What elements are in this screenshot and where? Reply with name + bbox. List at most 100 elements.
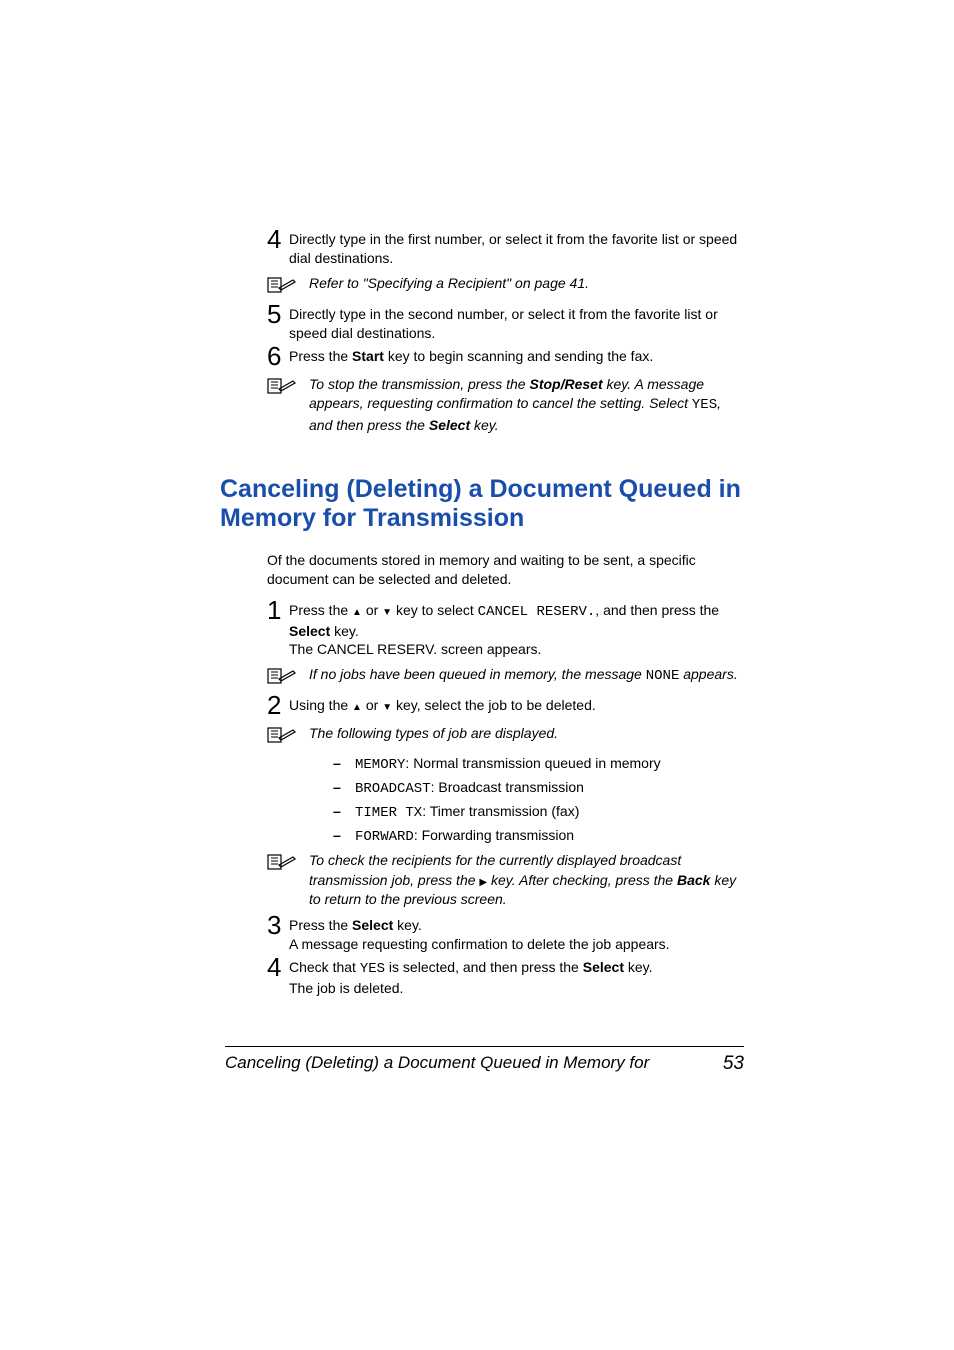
list-item: – BROADCAST: Broadcast transmission (333, 779, 744, 797)
code: YES (692, 397, 717, 413)
note-text: To stop the transmission, press the Stop… (309, 375, 744, 436)
key-name: Start (352, 348, 384, 364)
text: Press the (289, 602, 352, 618)
note-icon (267, 375, 309, 400)
text: The job is deleted. (289, 980, 403, 996)
step-3: 3 Press the Select key. A message reques… (267, 916, 744, 954)
step-text: Press the or key to select CANCEL RESERV… (289, 601, 744, 660)
key-name: Select (289, 623, 330, 639)
text: : Normal transmission queued in memory (405, 755, 660, 771)
step-number: 4 (267, 226, 289, 252)
code: NONE (646, 668, 680, 684)
text: If no jobs have been queued in memory, t… (309, 666, 646, 682)
top-steps: 4 Directly type in the first number, or … (267, 230, 744, 435)
page-number: 53 (723, 1053, 744, 1075)
text: Check that (289, 959, 360, 975)
code: YES (360, 961, 385, 977)
job-types-list: – MEMORY: Normal transmission queued in … (333, 755, 744, 845)
list-item: – TIMER TX: Timer transmission (fax) (333, 803, 744, 821)
text: : Forwarding transmission (414, 827, 574, 843)
note-text: The following types of job are displayed… (309, 724, 744, 744)
text: or (362, 602, 382, 618)
note-icon (267, 851, 309, 876)
step-text: Directly type in the first number, or se… (289, 230, 744, 268)
step-number: 4 (267, 954, 289, 980)
dash: – (333, 803, 355, 819)
right-arrow-icon (479, 872, 487, 888)
down-arrow-icon (382, 697, 392, 713)
code: MEMORY (355, 757, 405, 773)
text: key. (330, 623, 359, 639)
text: Press the (289, 917, 352, 933)
key-name: Select (583, 959, 624, 975)
code: CANCEL RESERV. (478, 604, 596, 620)
text: A message requesting confirmation to del… (289, 936, 670, 952)
step-2: 2 Using the or key, select the job to be… (267, 696, 744, 718)
step-number: 6 (267, 343, 289, 369)
note-text: To check the recipients for the currentl… (309, 851, 744, 910)
text: is selected, and then press the (385, 959, 583, 975)
code: TIMER TX (355, 805, 422, 821)
note-icon (267, 724, 309, 749)
note-job-types: The following types of job are displayed… (267, 724, 744, 749)
note-icon (267, 274, 309, 299)
text: Using the (289, 697, 352, 713)
step-text: Press the Start key to begin scanning an… (289, 347, 744, 366)
text: key. After checking, press the (487, 872, 677, 888)
item-text: BROADCAST: Broadcast transmission (355, 779, 584, 797)
text: key to begin scanning and sending the fa… (384, 348, 653, 364)
list-item: – MEMORY: Normal transmission queued in … (333, 755, 744, 773)
text: : Broadcast transmission (431, 779, 584, 795)
text: key. (393, 917, 422, 933)
text: key to select (392, 602, 478, 618)
step-1: 1 Press the or key to select CANCEL RESE… (267, 601, 744, 660)
note-refer: Refer to "Specifying a Recipient" on pag… (267, 274, 744, 299)
text: appears. (679, 666, 737, 682)
step-text: Press the Select key. A message requesti… (289, 916, 744, 954)
text: key. (470, 417, 499, 433)
step-text: Directly type in the second number, or s… (289, 305, 744, 343)
key-name: Select (352, 917, 393, 933)
text: The CANCEL RESERV. screen appears. (289, 641, 541, 657)
text: , and then press the (595, 602, 719, 618)
text: Press the (289, 348, 352, 364)
step-text: Using the or key, select the job to be d… (289, 696, 744, 715)
text: key, select the job to be deleted. (392, 697, 596, 713)
text: key. (624, 959, 653, 975)
step-4b: 4 Check that YES is selected, and then p… (267, 958, 744, 998)
text: : Timer transmission (fax) (422, 803, 579, 819)
step-5: 5 Directly type in the second number, or… (267, 305, 744, 343)
code: FORWARD (355, 829, 414, 845)
note-stop-transmission: To stop the transmission, press the Stop… (267, 375, 744, 436)
item-text: FORWARD: Forwarding transmission (355, 827, 574, 845)
note-icon (267, 665, 309, 690)
section-heading: Canceling (Deleting) a Document Queued i… (220, 475, 750, 533)
note-text: Refer to "Specifying a Recipient" on pag… (309, 274, 744, 294)
key-name: Stop/Reset (529, 376, 602, 392)
step-number: 2 (267, 692, 289, 718)
key-name: Select (429, 417, 470, 433)
text: or (362, 697, 382, 713)
page: 4 Directly type in the first number, or … (0, 0, 954, 1350)
step-6: 6 Press the Start key to begin scanning … (267, 347, 744, 369)
list-item: – FORWARD: Forwarding transmission (333, 827, 744, 845)
up-arrow-icon (352, 697, 362, 713)
step-text: Check that YES is selected, and then pre… (289, 958, 744, 998)
step-4: 4 Directly type in the first number, or … (267, 230, 744, 268)
down-arrow-icon (382, 602, 392, 618)
dash: – (333, 827, 355, 843)
note-none: If no jobs have been queued in memory, t… (267, 665, 744, 690)
intro-text: Of the documents stored in memory and wa… (267, 551, 744, 589)
page-footer: Canceling (Deleting) a Document Queued i… (225, 1046, 744, 1075)
text: To stop the transmission, press the (309, 376, 529, 392)
step-number: 3 (267, 912, 289, 938)
item-text: TIMER TX: Timer transmission (fax) (355, 803, 579, 821)
step-number: 1 (267, 597, 289, 623)
dash: – (333, 755, 355, 771)
item-text: MEMORY: Normal transmission queued in me… (355, 755, 661, 773)
bottom-content: Of the documents stored in memory and wa… (267, 551, 744, 998)
step-number: 5 (267, 301, 289, 327)
code: BROADCAST (355, 781, 431, 797)
key-name: Back (677, 872, 710, 888)
footer-title: Canceling (Deleting) a Document Queued i… (225, 1053, 649, 1075)
